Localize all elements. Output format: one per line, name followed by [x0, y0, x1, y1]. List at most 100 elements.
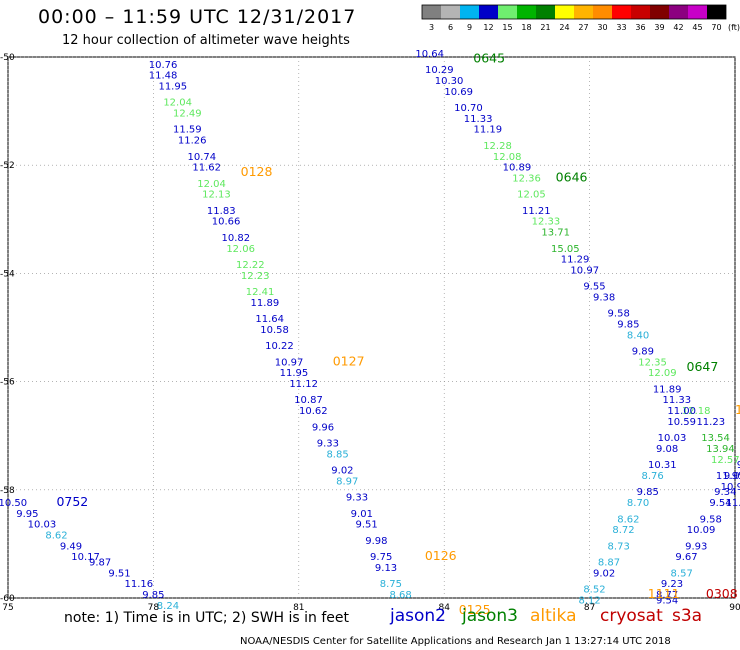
scale-swatch-18 [517, 5, 536, 19]
scale-label-24: 24 [559, 23, 569, 32]
scale-swatch-45 [688, 5, 707, 19]
scale-swatch-33 [612, 5, 631, 19]
scale-label-18: 18 [521, 23, 531, 32]
wave-height-point: 10.50 [0, 498, 27, 509]
chart-subtitle: 12 hour collection of altimeter wave hei… [62, 33, 350, 48]
wave-height-point: 9.23 [661, 579, 683, 590]
pass-time-label: 0127 [333, 353, 365, 368]
wave-height-point: 10.31 [648, 460, 677, 471]
legend-satellite-cryosat: cryosat [600, 606, 663, 626]
wave-height-point: 10.62 [299, 406, 328, 417]
wave-height-point: 9.95 [16, 509, 38, 520]
wave-height-point: 12.06 [226, 244, 255, 255]
wave-height-point: 11.95 [716, 471, 740, 482]
wave-height-point: 12.08 [493, 152, 522, 163]
x-tick-label: 81 [293, 603, 304, 613]
legend-satellite-jason3: jason3 [462, 606, 518, 626]
wave-height-point: 9.5 [737, 460, 740, 471]
wave-height-point: 10.03 [28, 520, 57, 531]
chart-data-points: 10.7611.4811.9512.0412.4911.5911.2610.74… [0, 49, 740, 617]
wave-height-point: 12.49 [173, 109, 202, 120]
wave-height-point: 13.94 [706, 444, 735, 455]
wave-height-point: 9.67 [675, 552, 697, 563]
pass-time-label: 0647 [687, 359, 719, 374]
pass-time-label: 0126 [425, 548, 457, 563]
pass-time-label: 0645 [473, 50, 505, 65]
wave-height-point: 9.04 [724, 471, 740, 482]
wave-height-point: 10.82 [221, 233, 250, 244]
wave-height-point: 10.64 [415, 49, 444, 60]
wave-height-point: 11.89 [251, 298, 280, 309]
wave-height-point: 12.23 [241, 271, 270, 282]
x-tick-label: 87 [584, 603, 595, 613]
wave-height-point: 8.68 [389, 590, 411, 601]
wave-height-point: 11.26 [178, 136, 207, 147]
wave-height-point: 9.55 [583, 282, 605, 293]
wave-height-point: 10.66 [212, 217, 241, 228]
wave-height-point: 10.97 [275, 357, 304, 368]
wave-height-point: 11.62 [192, 163, 221, 174]
wave-height-point: 12.22 [236, 260, 265, 271]
wave-height-point: 9.01 [351, 509, 373, 520]
pass-time-label: 1111 [648, 586, 680, 601]
wave-height-point: 8.76 [641, 471, 663, 482]
scale-swatch-27 [574, 5, 593, 19]
wave-height-point: 9.93 [685, 541, 707, 552]
wave-height-point: 8.62 [617, 514, 639, 525]
wave-height-point: 10.98 [721, 482, 740, 493]
wave-height-point: 12.13 [202, 190, 231, 201]
wave-height-point: 12.18 [682, 406, 711, 417]
scale-unit: (ft) [728, 23, 740, 32]
scale-swatch-30 [593, 5, 612, 19]
wave-height-point: 11.95 [158, 81, 187, 92]
chart-grid [7, 56, 736, 599]
wave-height-point: 13.71 [541, 228, 570, 239]
wave-height-point: 11.16 [125, 579, 154, 590]
wave-height-point: 13.54 [701, 433, 730, 444]
wave-height-point: 10.30 [435, 76, 464, 87]
wave-height-point: 9.75 [370, 552, 392, 563]
wave-height-point: 8.40 [627, 330, 649, 341]
y-tick-label: -58 [0, 486, 15, 496]
wave-height-point: 9.54 [709, 498, 731, 509]
wave-height-point: 8.73 [608, 541, 630, 552]
wave-height-point: 8.24 [157, 601, 179, 612]
wave-height-point: 9.13 [375, 563, 397, 574]
wave-height-point: 12.04 [197, 179, 226, 190]
scale-label-39: 39 [654, 23, 664, 32]
wave-height-point: 9.54 [656, 595, 678, 606]
wave-height-point: 11.59 [173, 125, 202, 136]
wave-height-point: 8.77 [656, 590, 678, 601]
wave-height-point: 10.09 [687, 525, 716, 536]
wave-height-point: 10.74 [188, 152, 217, 163]
wave-height-point: 9.85 [617, 320, 639, 331]
scale-border [421, 4, 727, 20]
scale-label-33: 33 [616, 23, 626, 32]
wave-height-point: 10.76 [149, 60, 178, 71]
wave-height-point: 12.33 [532, 217, 561, 228]
wave-height-point: 9.38 [593, 292, 615, 303]
wave-height-point: 11.34 [726, 498, 740, 509]
wave-height-point: 8.97 [336, 476, 358, 487]
wave-height-point: 10.17 [71, 552, 100, 563]
axis-ticks: 75 78 81 84 87 90 -50 -52 -54 -56 -58 -60 [0, 53, 740, 613]
wave-height-point: 11.89 [653, 384, 682, 395]
wave-height-point: 11.00 [667, 406, 696, 417]
pass-time-label: 0128 [241, 164, 273, 179]
scale-swatch-21 [536, 5, 555, 19]
scale-swatch-3 [422, 5, 441, 19]
pass-time-label: 0308 [706, 586, 738, 601]
scale-label-30: 30 [597, 23, 607, 32]
wave-height-point: 8.62 [45, 530, 67, 541]
y-tick-label: -56 [0, 378, 15, 388]
x-tick-label: 90 [729, 603, 740, 613]
wave-height-point: 8.72 [612, 525, 634, 536]
legend-satellite-jason2: jason2 [390, 606, 446, 626]
plot-frame [7, 56, 736, 599]
x-tick-label: 75 [2, 603, 13, 613]
y-tick-label: -50 [0, 53, 15, 63]
wave-height-point: 11.33 [663, 395, 692, 406]
wave-height-point: 9.89 [632, 347, 654, 358]
scale-label-70: 70 [711, 23, 721, 32]
footer-note: note: 1) Time is in UTC; 2) SWH is in fe… [64, 610, 350, 626]
